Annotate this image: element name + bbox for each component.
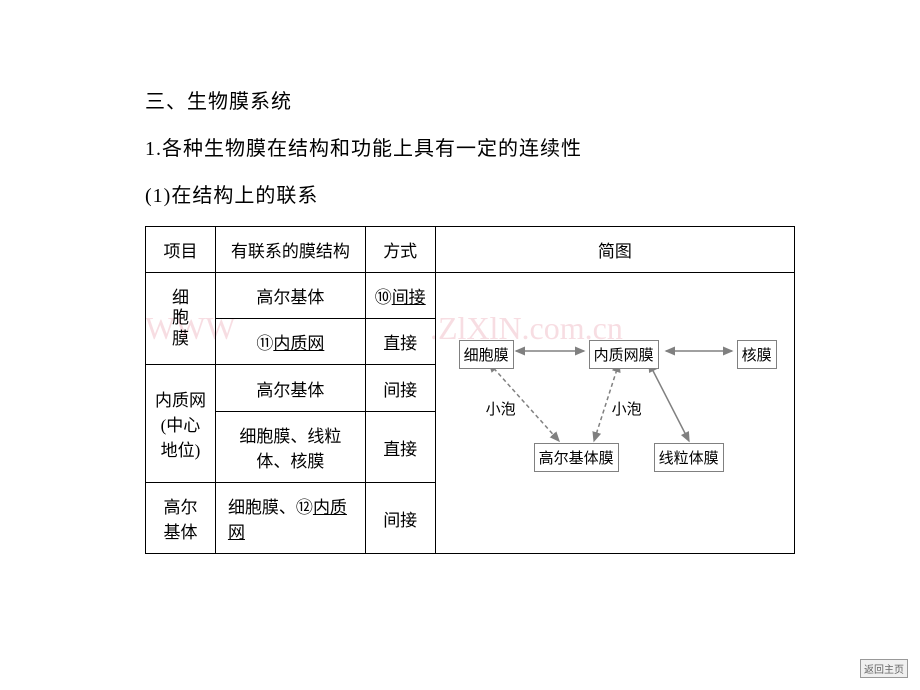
diagram-box-cell-membrane: 细胞膜	[459, 340, 514, 369]
cell-membrane-label: 细 胞 膜	[146, 273, 216, 365]
cell-method-text: 间接	[392, 288, 426, 307]
cell-structure: 细胞膜、⑫内质网	[215, 483, 365, 554]
cell-text: 细	[172, 288, 189, 307]
diagram-label-vesicle1: 小泡	[486, 398, 516, 419]
header-method: 方式	[365, 227, 435, 273]
section-subsubheading: (1)在结构上的联系	[145, 179, 775, 208]
cell-er-label: 内质网(中心地位)	[146, 365, 216, 483]
cell-text: 高尔	[163, 498, 197, 517]
table-row: 细 胞 膜 高尔基体 ⑩间接	[146, 273, 795, 319]
cell-structure: 细胞膜、线粒体、核膜	[215, 412, 365, 483]
table-header-row: 项目 有联系的膜结构 方式 简图	[146, 227, 795, 273]
cell-structure: ⑪内质网	[215, 319, 365, 365]
cell-prefix: ⑩	[375, 288, 392, 307]
diagram-cell: 细胞膜 内质网膜 核膜 高尔基体膜 线粒体膜 小泡 小泡	[435, 273, 794, 554]
header-structure: 有联系的膜结构	[215, 227, 365, 273]
cell-text: 基体	[163, 523, 197, 542]
cell-text: 细胞膜、⑫	[228, 498, 313, 517]
table-container: 项目 有联系的膜结构 方式 简图 细 胞 膜 高尔基体 ⑩间接	[145, 226, 775, 554]
membrane-table: 项目 有联系的膜结构 方式 简图 细 胞 膜 高尔基体 ⑩间接	[145, 226, 795, 554]
cell-text: 胞	[172, 308, 189, 327]
header-project: 项目	[146, 227, 216, 273]
cell-prefix: ⑪	[256, 334, 273, 353]
cell-method: 直接	[365, 319, 435, 365]
membrane-diagram: 细胞膜 内质网膜 核膜 高尔基体膜 线粒体膜 小泡 小泡	[444, 283, 786, 543]
diagram-label-vesicle2: 小泡	[612, 398, 642, 419]
section-subheading: 1.各种生物膜在结构和功能上具有一定的连续性	[145, 132, 775, 161]
diagram-box-mito-membrane: 线粒体膜	[654, 443, 724, 472]
cell-structure: 高尔基体	[215, 273, 365, 319]
section-heading: 三、生物膜系统	[145, 85, 775, 114]
back-button[interactable]: 返回主页	[860, 659, 908, 678]
diagram-box-nuclear-membrane: 核膜	[737, 340, 777, 369]
cell-golgi-label: 高尔 基体	[146, 483, 216, 554]
diagram-box-er-membrane: 内质网膜	[589, 340, 659, 369]
diagram-box-golgi-membrane: 高尔基体膜	[534, 443, 619, 472]
cell-method: 间接	[365, 483, 435, 554]
cell-method: ⑩间接	[365, 273, 435, 319]
cell-text: 膜	[172, 329, 189, 348]
cell-structure-text: 内质网	[273, 334, 324, 353]
main-content: 三、生物膜系统 1.各种生物膜在结构和功能上具有一定的连续性 (1)在结构上的联…	[0, 0, 920, 554]
cell-structure: 高尔基体	[215, 365, 365, 412]
header-diagram: 简图	[435, 227, 794, 273]
cell-method: 间接	[365, 365, 435, 412]
cell-method: 直接	[365, 412, 435, 483]
